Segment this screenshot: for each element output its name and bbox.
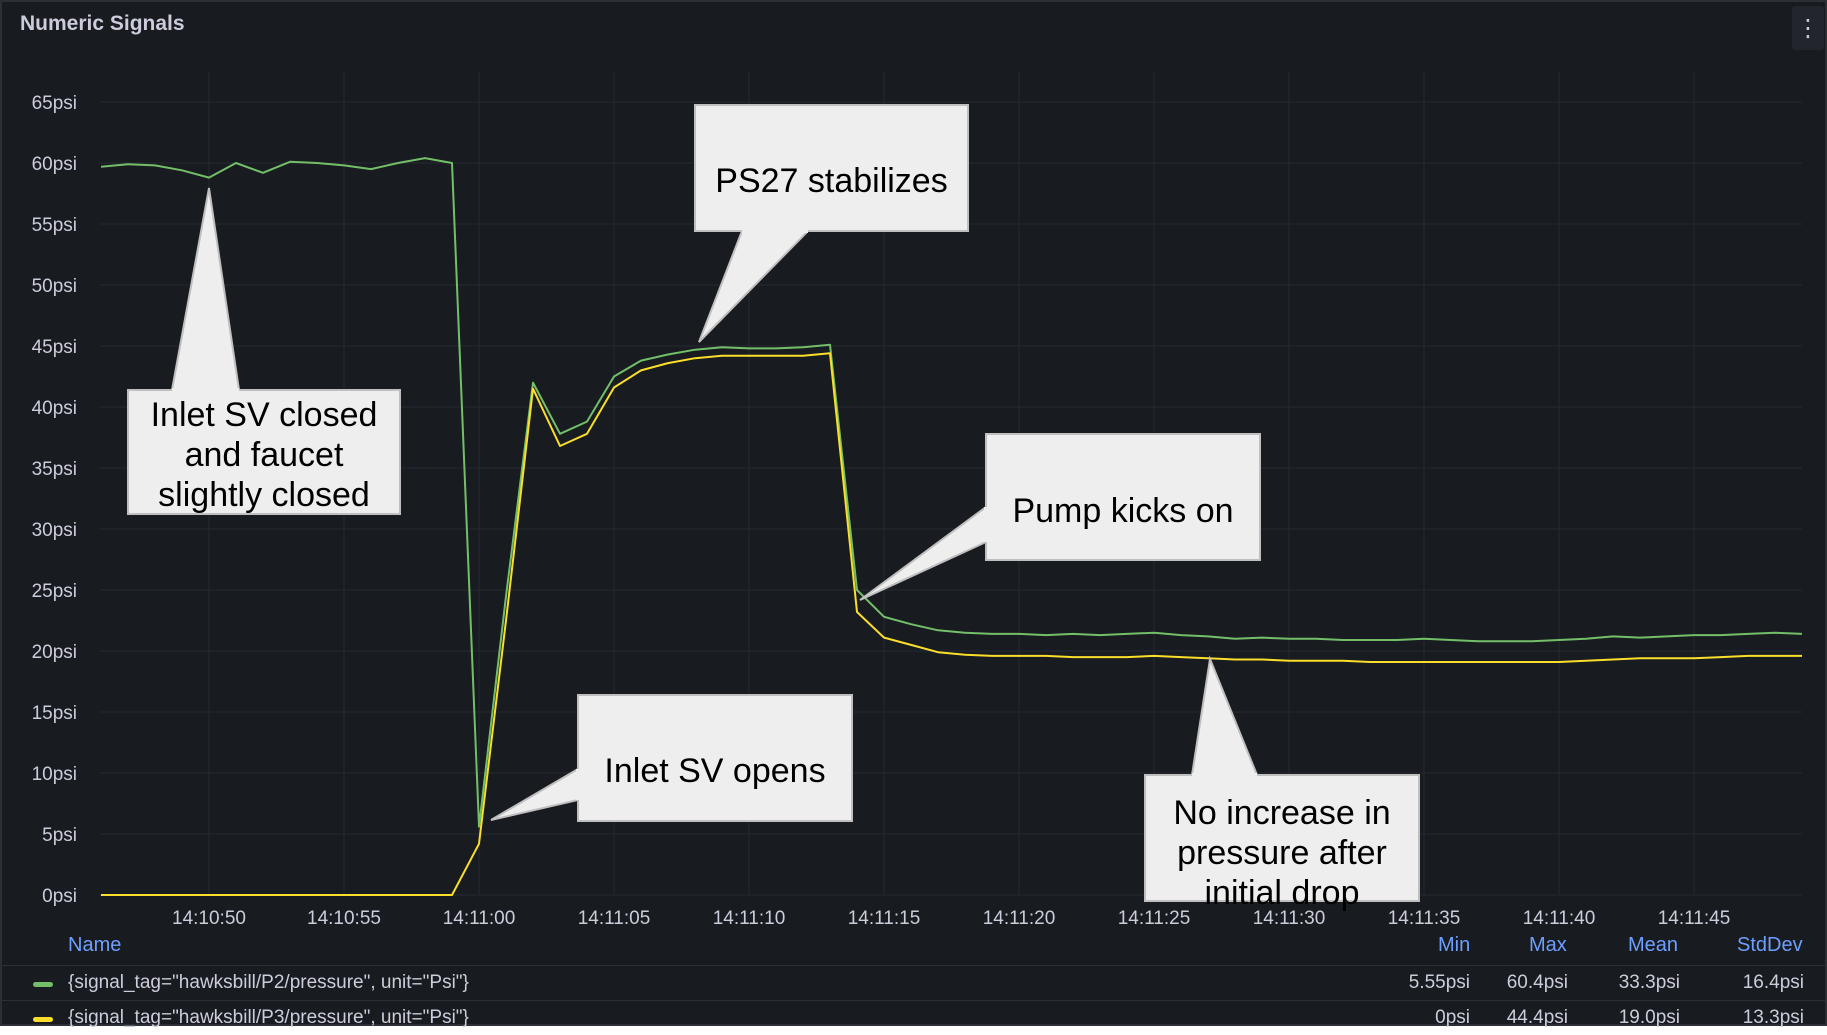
legend-series-name[interactable]: {signal_tag="hawksbill/P3/pressure", uni…: [68, 1007, 469, 1028]
y-tick-label: 35psi: [32, 459, 77, 480]
legend-header-min[interactable]: Min: [1438, 934, 1471, 956]
y-tick-label: 30psi: [32, 520, 77, 541]
callout-box: [985, 433, 1261, 561]
callout-box: [1144, 774, 1420, 902]
x-tick-label: 14:10:55: [307, 908, 381, 929]
legend-row-p2[interactable]: {signal_tag="hawksbill/P2/pressure", uni…: [2, 965, 1827, 1000]
x-tick-label: 14:11:35: [1388, 908, 1461, 929]
legend-color-swatch: [33, 1017, 53, 1022]
x-tick-label: 14:11:10: [713, 908, 786, 929]
callout-pump-kicks-on: Pump kicks on: [859, 433, 1261, 601]
callout-text-line: Inlet SV opens: [604, 752, 825, 790]
callout-pointer: [170, 187, 241, 391]
x-tick-label: 14:11:25: [1118, 908, 1191, 929]
x-tick-label: 14:11:45: [1658, 908, 1731, 929]
chart-grid: [99, 72, 1802, 896]
x-tick-label: 14:11:05: [578, 908, 651, 929]
x-tick-label: 14:11:00: [443, 908, 516, 929]
callout-pointer: [1190, 655, 1259, 776]
x-axis: 14:10:50 14:10:55 14:11:00 14:11:05 14:11:10…: [172, 908, 1730, 929]
legend-mean: 33.3psi: [1618, 972, 1680, 993]
y-tick-label: 65psi: [32, 93, 77, 114]
callout-text-line: No increase in: [1173, 794, 1390, 832]
y-axis: 0psi 5psi 10psi 15psi 20psi 25psi 30psi 35psi 40…: [32, 93, 77, 907]
panel-title: Numeric Signals: [20, 12, 185, 35]
y-tick-label: 60psi: [32, 154, 77, 175]
vertical-ellipsis-icon[interactable]: ⋮: [1792, 6, 1824, 50]
series-line-p3: [101, 352, 1802, 896]
legend-mean: 19.0psi: [1618, 1007, 1680, 1028]
legend-color-swatch: [33, 982, 53, 987]
callout-text-line: Pump kicks on: [1012, 492, 1233, 530]
callout-pointer: [859, 505, 987, 601]
callout-text-line: pressure after: [1177, 834, 1387, 872]
series-lines: [100, 157, 1803, 896]
legend-min: 0psi: [1435, 1007, 1470, 1028]
y-tick-label: 20psi: [32, 642, 77, 663]
y-tick-label: 50psi: [32, 276, 77, 297]
legend-header-mean[interactable]: Mean: [1628, 934, 1679, 956]
callout-text-line: and faucet: [185, 436, 344, 474]
callout-text-line: Inlet SV closed: [151, 396, 378, 434]
y-tick-label: 5psi: [42, 825, 77, 846]
x-tick-label: 14:10:50: [172, 908, 246, 929]
y-tick-label: 25psi: [32, 581, 77, 602]
y-tick-label: 45psi: [32, 337, 77, 358]
legend-stddev: 16.4psi: [1742, 972, 1804, 993]
x-tick-label: 14:11:20: [983, 908, 1056, 929]
callout-box: [127, 389, 401, 515]
callout-inlet-sv-opens: Inlet SV opens: [490, 694, 853, 822]
legend-stddev: 13.3psi: [1742, 1007, 1804, 1028]
x-tick-label: 14:11:40: [1523, 908, 1596, 929]
legend-header-max[interactable]: Max: [1529, 934, 1567, 956]
y-tick-label: 0psi: [42, 886, 77, 907]
legend-min: 5.55psi: [1408, 972, 1470, 993]
legend-series-name[interactable]: {signal_tag="hawksbill/P2/pressure", uni…: [68, 972, 469, 993]
callout-text-line: slightly closed: [158, 476, 370, 514]
legend-header: Name Min Max Mean StdDev: [2, 932, 1827, 960]
y-tick-label: 40psi: [32, 398, 77, 419]
callout-ps27-stabilizes: PS27 stabilizes: [694, 104, 969, 343]
legend-max: 60.4psi: [1506, 972, 1568, 993]
callout-box: [577, 694, 853, 822]
y-tick-label: 55psi: [32, 215, 77, 236]
series-line-p2: [100, 157, 1803, 828]
legend-row-p3[interactable]: {signal_tag="hawksbill/P3/pressure", uni…: [2, 1000, 1827, 1035]
x-tick-label: 14:11:15: [848, 908, 921, 929]
legend-header-stddev[interactable]: StdDev: [1737, 934, 1803, 956]
callout-pointer: [490, 767, 579, 821]
legend-max: 44.4psi: [1506, 1007, 1568, 1028]
y-tick-label: 15psi: [32, 703, 77, 724]
callout-text-line: PS27 stabilizes: [715, 162, 947, 200]
callout-text-line: initial drop: [1205, 874, 1360, 912]
callout-pointer: [698, 230, 811, 343]
legend-header-name[interactable]: Name: [68, 934, 122, 956]
x-tick-label: 14:11:30: [1253, 908, 1326, 929]
callout-box: [694, 104, 969, 232]
y-tick-label: 10psi: [32, 764, 77, 785]
